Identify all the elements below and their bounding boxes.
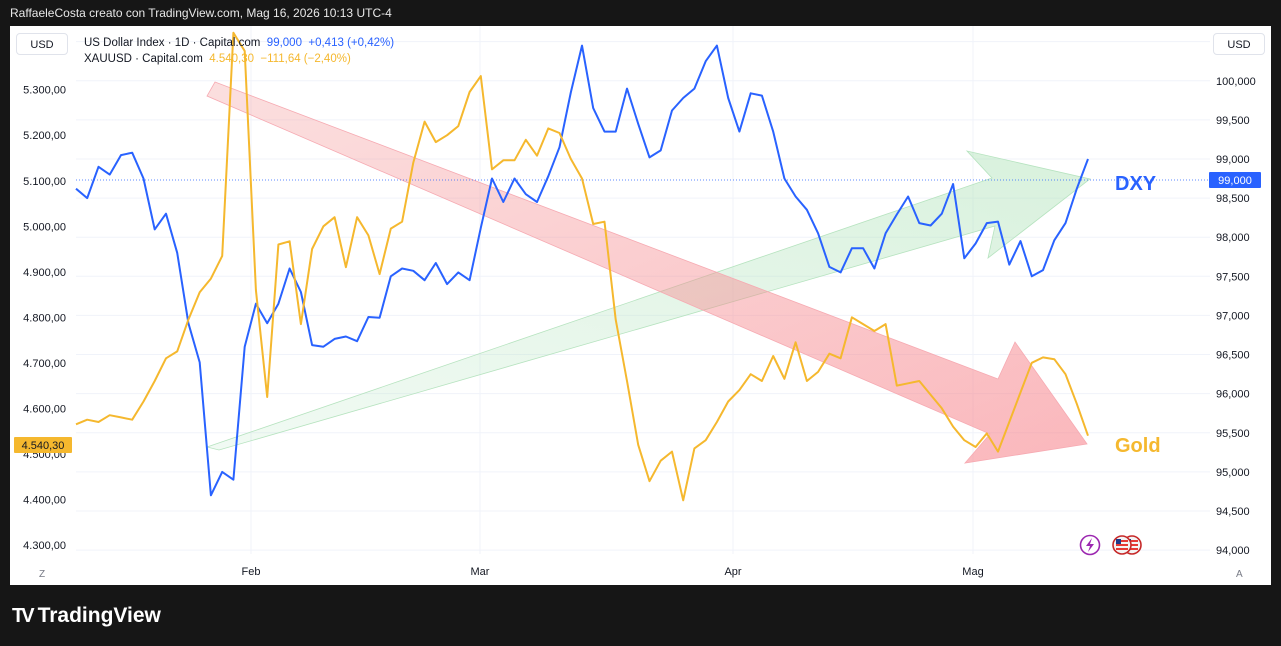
tradingview-logo-icon: TV	[12, 604, 34, 627]
legend-name-dxy: US Dollar Index · 1D · Capital.com	[84, 37, 261, 49]
axis-labels: 100,500100,00099,50099,00098,50098,00097…	[23, 37, 1256, 578]
left-axis-tick: 4.900,00	[23, 267, 66, 279]
right-axis-tick: 97,000	[1216, 310, 1250, 322]
left-axis-tick: 5.300,00	[23, 85, 66, 97]
right-axis-tick: 94,000	[1216, 545, 1250, 557]
legend-row-gold[interactable]: XAUUSD · Capital.com 4.540,30 −111,64 (−…	[84, 51, 394, 67]
right-currency-button[interactable]: USD	[1213, 33, 1265, 55]
gold-annotation: Gold	[1115, 435, 1161, 457]
right-axis-tick: 96,500	[1216, 350, 1250, 362]
chart-panel[interactable]: 100,500100,00099,50099,00098,50098,00097…	[10, 26, 1271, 585]
chart-caption: RaffaeleCosta creato con TradingView.com…	[10, 6, 392, 20]
series-layer	[75, 31, 1089, 502]
left-axis-tick: 4.700,00	[23, 358, 66, 370]
right-axis-tick: 95,500	[1216, 428, 1250, 440]
right-axis-tick: 99,000	[1216, 154, 1250, 166]
x-axis-tick: Mar	[471, 566, 490, 578]
gold-series-line[interactable]	[75, 31, 1089, 502]
bullish-arrow-shape	[205, 150, 1091, 451]
legend-change-dxy: +0,413 (+0,42%)	[308, 37, 395, 49]
us-flag-icon-2[interactable]	[1112, 535, 1132, 555]
x-axis-tick: Feb	[242, 566, 261, 578]
x-axis-tick: Mag	[962, 566, 983, 578]
gold-last-label-bg	[14, 437, 72, 453]
auto-scale-toggle[interactable]: A	[1236, 569, 1243, 580]
flash-icon[interactable]	[1079, 534, 1101, 556]
left-axis-tick: 5.000,00	[23, 221, 66, 233]
right-axis-tick: 100,000	[1216, 76, 1256, 88]
x-axis-tick: Apr	[724, 566, 741, 578]
bearish-arrow-shape	[206, 81, 1088, 464]
right-axis-tick: 94,500	[1216, 506, 1250, 518]
right-axis-tick: 97,500	[1216, 271, 1250, 283]
dxy-annotation: DXY	[1115, 173, 1157, 195]
dxy-last-label-bg	[1209, 172, 1261, 188]
legend-change-gold: −111,64 (−2,40%)	[260, 53, 351, 65]
right-axis-tick: 99,500	[1216, 115, 1250, 127]
legend-value-dxy: 99,000	[266, 37, 302, 49]
left-axis-tick: 4.600,00	[23, 403, 66, 415]
left-axis-tick: 5.200,00	[23, 130, 66, 142]
right-axis-tick: 98,000	[1216, 232, 1250, 244]
timezone-toggle[interactable]: Z	[39, 569, 46, 580]
legend-value-gold: 4.540,30	[209, 53, 255, 65]
last-value-labels: 4.540,30 99,000	[14, 172, 1261, 453]
left-axis-tick: 5.100,00	[23, 176, 66, 188]
dxy-series-line[interactable]	[75, 44, 1089, 497]
left-axis-tick: 4.300,00	[23, 540, 66, 552]
legend-name-gold: XAUUSD · Capital.com	[84, 53, 203, 65]
dxy-last-label: 99,000	[1218, 175, 1252, 187]
left-axis-tick: 4.400,00	[23, 494, 66, 506]
right-axis-tick: 96,000	[1216, 389, 1250, 401]
brand-name: TradingView	[37, 604, 161, 627]
tradingview-brand[interactable]: TV TradingView	[12, 604, 161, 628]
right-axis-tick: 95,000	[1216, 467, 1250, 479]
gold-last-label: 4.540,30	[22, 440, 65, 452]
chart-svg[interactable]: 100,500100,00099,50099,00098,50098,00097…	[10, 26, 1271, 585]
left-axis-tick: 4.800,00	[23, 312, 66, 324]
left-currency-button[interactable]: USD	[16, 33, 68, 55]
legend-row-dxy[interactable]: US Dollar Index · 1D · Capital.com 99,00…	[84, 35, 394, 51]
right-axis-tick: 98,500	[1216, 193, 1250, 205]
legend: US Dollar Index · 1D · Capital.com 99,00…	[84, 35, 394, 67]
